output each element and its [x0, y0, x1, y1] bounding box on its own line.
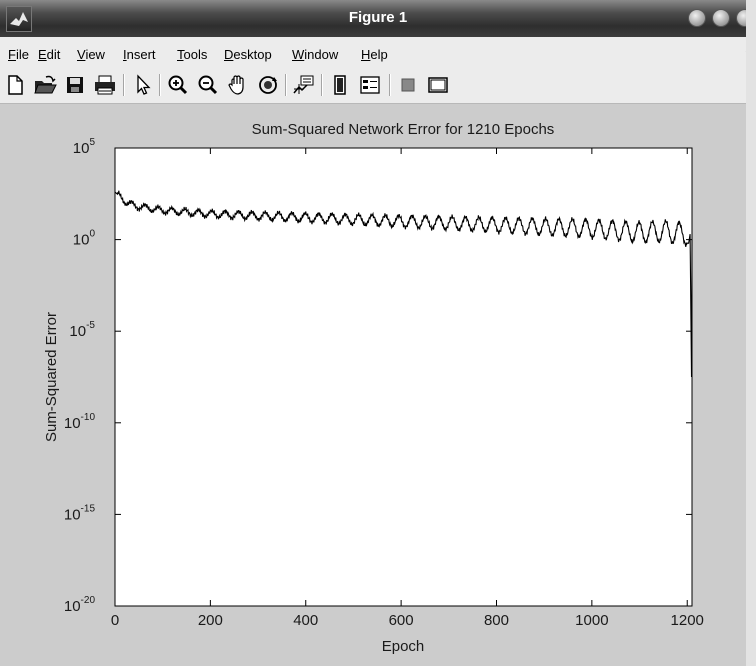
- toolbar-separator: [285, 74, 286, 96]
- menu-tools[interactable]: Tools: [177, 47, 208, 62]
- menu-insert[interactable]: Insert: [123, 47, 156, 62]
- new-figure-icon[interactable]: [2, 73, 28, 97]
- rotate-3d-icon[interactable]: [255, 73, 281, 97]
- toolbar-separator: [389, 74, 390, 96]
- figure-canvas: 0 200 400 600 800 1000 1200 10-20 10-15 10-10 10-5…: [0, 104, 756, 666]
- y-tick-label: 10-20: [64, 595, 96, 615]
- zoom-in-icon[interactable]: [165, 73, 191, 97]
- x-tick-label: 600: [389, 612, 414, 629]
- x-tick-label: 1000: [575, 612, 608, 629]
- print-icon[interactable]: [92, 73, 118, 97]
- x-tick-label: 1200: [671, 612, 704, 629]
- insert-colorbar-icon[interactable]: [327, 73, 353, 97]
- menu-view[interactable]: View: [77, 47, 105, 62]
- window-title: Figure 1: [348, 9, 408, 26]
- insert-legend-icon[interactable]: [357, 73, 383, 97]
- minimize-button[interactable]: [688, 9, 706, 27]
- line-chart: 0 200 400 600 800 1000 1200 10-20 10-15 10-10 10-5…: [43, 121, 704, 655]
- y-axis-label: Sum-Squared Error: [43, 312, 60, 442]
- y-tick-label: 10-10: [64, 412, 96, 432]
- menu-help[interactable]: Help: [361, 47, 388, 62]
- x-tick-label: 0: [111, 612, 119, 629]
- window-edge: [746, 0, 756, 666]
- edit-plot-arrow-icon[interactable]: [129, 73, 155, 97]
- menu-desktop[interactable]: Desktop: [224, 47, 272, 62]
- menu-file[interactable]: File: [8, 47, 29, 62]
- show-plot-tools-icon[interactable]: [425, 73, 451, 97]
- pan-hand-icon[interactable]: [225, 73, 251, 97]
- menu-edit[interactable]: Edit: [38, 47, 61, 62]
- toolbar-separator: [321, 74, 322, 96]
- maximize-button[interactable]: [712, 9, 730, 27]
- y-tick-label: 10-15: [64, 503, 96, 523]
- save-icon[interactable]: [62, 73, 88, 97]
- axes-box[interactable]: [114, 147, 693, 607]
- toolbar-separator: [123, 74, 124, 96]
- zoom-out-icon[interactable]: [195, 73, 221, 97]
- y-tick-label: 100: [73, 229, 96, 249]
- x-tick-label: 400: [293, 612, 318, 629]
- series-line: [114, 190, 693, 378]
- open-file-icon[interactable]: [32, 73, 58, 97]
- y-tick-label: 10-5: [69, 320, 95, 340]
- toolbar: [0, 68, 756, 104]
- hide-plot-tools-icon[interactable]: [395, 73, 421, 97]
- data-cursor-icon[interactable]: [291, 73, 317, 97]
- matlab-icon: [6, 6, 32, 32]
- menu-window[interactable]: Window: [292, 47, 339, 62]
- x-tick-label: 200: [198, 612, 223, 629]
- chart-title: Sum-Squared Network Error for 1210 Epoch…: [252, 121, 555, 138]
- menu-bar: File Edit View Insert Tools Desktop Wind…: [0, 37, 756, 69]
- x-axis-label: Epoch: [382, 638, 425, 655]
- x-tick-label: 800: [484, 612, 509, 629]
- title-bar[interactable]: Figure 1: [0, 0, 756, 37]
- toolbar-separator: [159, 74, 160, 96]
- y-tick-label: 105: [73, 137, 96, 157]
